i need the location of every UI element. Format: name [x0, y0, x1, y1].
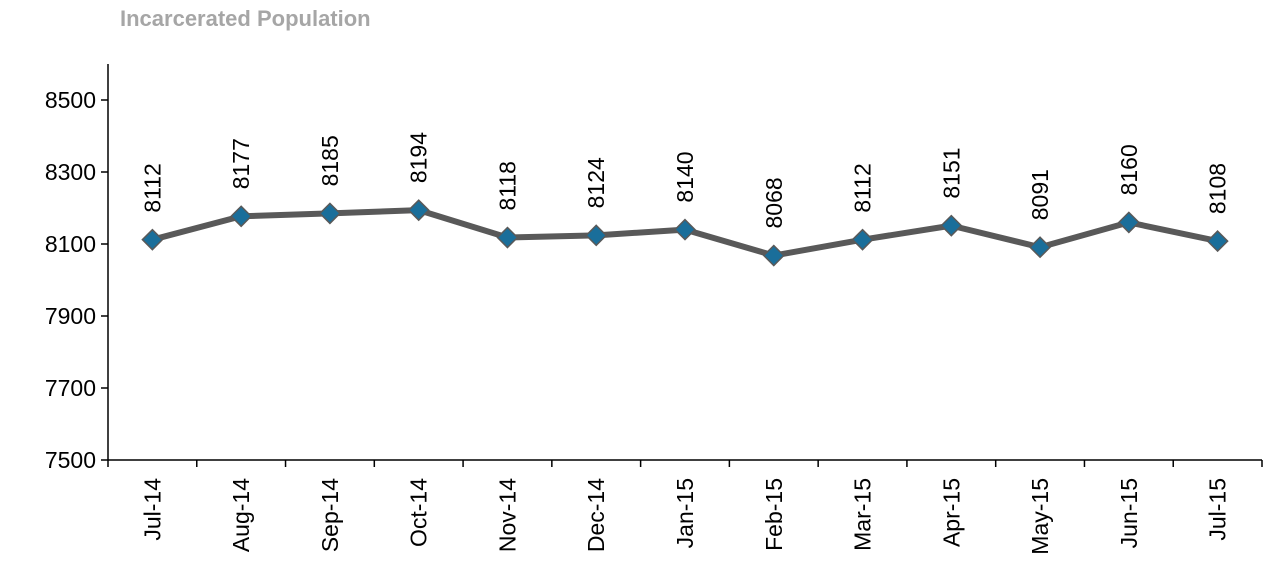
data-label: 8112	[139, 163, 165, 212]
x-tick-label: Dec-14	[583, 478, 609, 552]
x-tick-label: Jan-15	[672, 478, 698, 548]
x-tick-label: Apr-15	[938, 478, 964, 547]
marker	[407, 199, 430, 222]
x-tick-label: Sep-14	[317, 478, 343, 552]
marker	[230, 205, 253, 228]
y-tick-label: 8300	[45, 159, 96, 185]
data-label: 8160	[1116, 144, 1142, 195]
marker	[585, 224, 608, 247]
x-tick-label: Jul-15	[1205, 478, 1231, 541]
marker	[496, 226, 519, 249]
marker	[940, 214, 963, 237]
chart-title: Incarcerated Population	[120, 6, 371, 31]
x-tick-label: Jul-14	[139, 478, 165, 541]
data-label: 8177	[228, 138, 254, 189]
marker	[141, 228, 164, 251]
data-label: 8118	[494, 161, 520, 210]
data-label: 8068	[761, 177, 787, 228]
marker	[851, 228, 874, 251]
x-tick-label: Oct-14	[406, 478, 432, 547]
y-tick-label: 7500	[45, 447, 96, 473]
marker	[673, 218, 697, 241]
x-tick-label: Feb-15	[761, 478, 787, 551]
data-label: 8112	[850, 163, 876, 212]
data-label: 8091	[1027, 169, 1053, 220]
marker	[1206, 230, 1229, 253]
x-tick-label: May-15	[1027, 478, 1053, 555]
marker	[1029, 236, 1052, 259]
y-tick-label: 8500	[45, 87, 96, 113]
y-tick-label: 7700	[45, 375, 96, 401]
x-tick-label: Nov-14	[494, 478, 520, 552]
y-tick-label: 7900	[45, 303, 96, 329]
x-tick-label: Mar-15	[850, 478, 876, 551]
data-label: 8124	[583, 157, 609, 208]
marker	[762, 244, 785, 267]
y-tick-label: 8100	[45, 231, 96, 257]
data-label: 8140	[672, 151, 698, 202]
data-label: 8151	[938, 147, 964, 198]
data-label: 8185	[317, 135, 343, 186]
marker	[1117, 211, 1140, 234]
marker	[318, 202, 341, 225]
x-tick-label: Aug-14	[228, 478, 254, 552]
data-label: 8194	[406, 132, 432, 183]
x-tick-label: Jun-15	[1116, 478, 1142, 548]
data-label: 8108	[1205, 163, 1231, 214]
